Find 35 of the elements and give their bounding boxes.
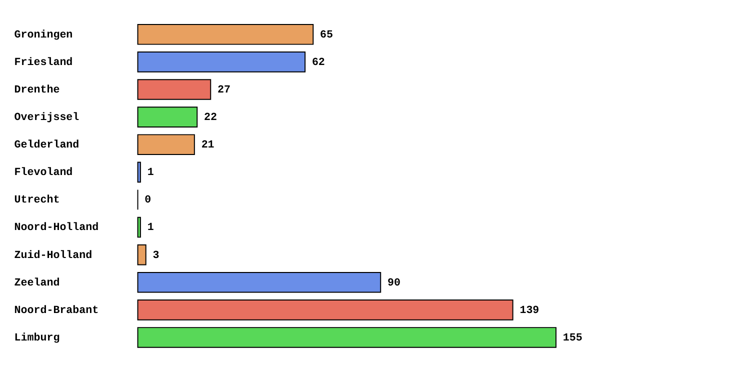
y-tick-label: Zuid-Holland <box>14 250 92 262</box>
bar <box>137 162 141 183</box>
bar <box>137 244 146 266</box>
y-tick-label: Flevoland <box>14 167 73 180</box>
y-tick-label: Limburg <box>14 332 60 344</box>
data-label: 27 <box>218 84 230 96</box>
y-tick-label: Overijssel <box>14 112 80 124</box>
y-tick-label: Gelderland <box>14 140 80 152</box>
y-tick-label: Friesland <box>14 56 73 69</box>
bar <box>137 272 382 293</box>
bar <box>137 134 195 156</box>
y-tick-label: Noord-Brabant <box>14 304 99 317</box>
y-tick-label: Zeeland <box>14 277 60 290</box>
data-label: 139 <box>520 304 540 317</box>
y-tick-label: Drenthe <box>14 84 60 96</box>
bar <box>137 216 141 238</box>
data-label: 3 <box>152 250 160 262</box>
bar <box>137 300 514 320</box>
data-label: 21 <box>201 140 215 152</box>
data-label: 1 <box>147 222 154 234</box>
data-label: 155 <box>562 332 582 344</box>
bar <box>137 52 306 72</box>
y-tick-label: Noord-Holland <box>14 222 99 234</box>
bar <box>137 24 314 45</box>
data-label: 0 <box>144 194 152 207</box>
data-label: 1 <box>147 167 154 180</box>
y-tick-label: Utrecht <box>14 194 60 207</box>
y-tick-label: Groningen <box>14 29 73 42</box>
bar <box>137 106 198 128</box>
data-label: 90 <box>387 277 400 290</box>
data-label: 62 <box>312 56 325 69</box>
data-label: 65 <box>320 29 334 42</box>
bar <box>137 79 212 100</box>
data-label: 22 <box>204 112 217 124</box>
bar <box>137 327 556 348</box>
